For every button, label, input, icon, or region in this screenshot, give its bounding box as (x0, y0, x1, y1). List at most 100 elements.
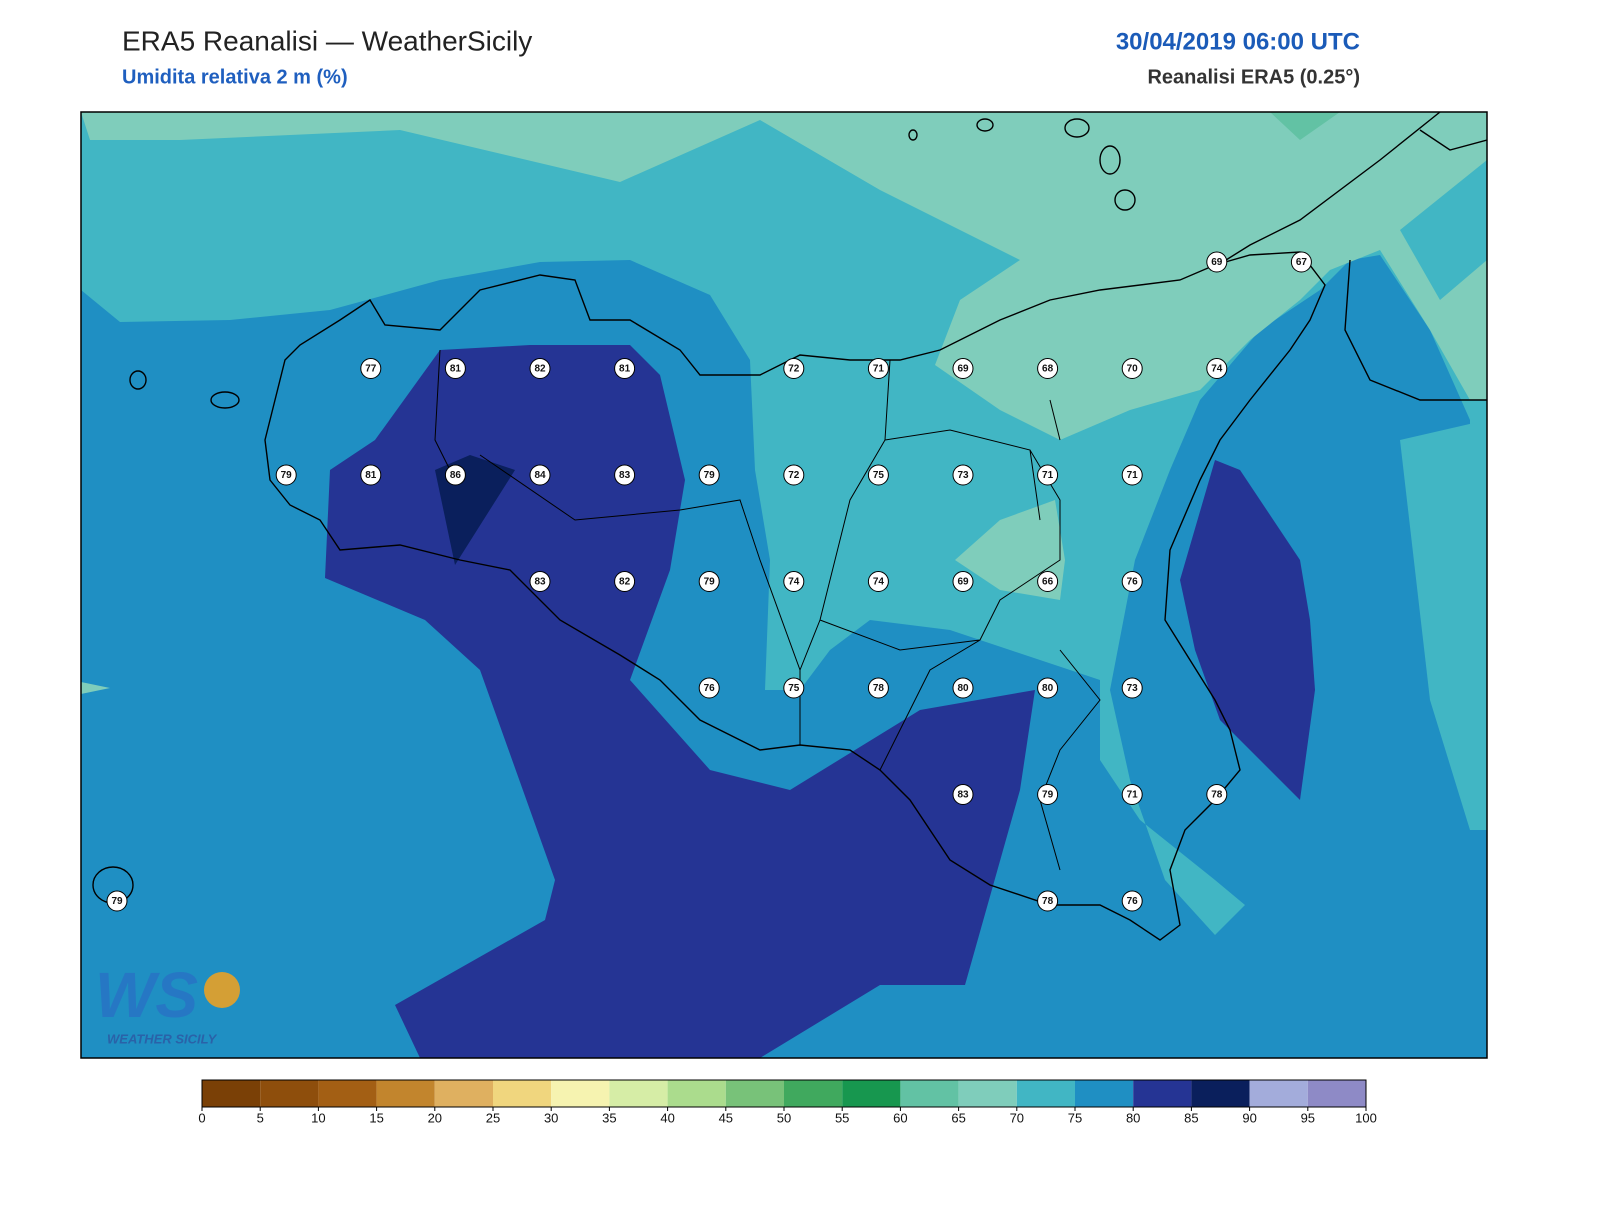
station-value: 84 (534, 470, 546, 481)
island (1099, 145, 1121, 175)
station-marker (614, 571, 636, 592)
contour-fill (1180, 460, 1315, 800)
colorbar-tick-label: 70 (1010, 1110, 1024, 1125)
station-marker (867, 358, 889, 379)
colorbar-tick-label: 10 (311, 1110, 325, 1125)
station-marker (1290, 251, 1312, 273)
station-marker (614, 358, 636, 379)
colorbar-swatch (725, 1080, 784, 1107)
colorbar-swatch (434, 1080, 493, 1107)
station-value: 67 (1296, 257, 1308, 268)
colorbar-swatch (1016, 1080, 1075, 1107)
island (129, 370, 147, 390)
colorbar-swatch (900, 1080, 959, 1107)
station-marker (952, 784, 974, 805)
station-value: 70 (1127, 364, 1139, 375)
island (1114, 189, 1136, 211)
station-marker (1037, 571, 1059, 592)
colorbar-tick-label: 5 (257, 1110, 264, 1125)
station-marker (952, 571, 974, 592)
station-marker (1121, 464, 1143, 486)
station-marker (614, 464, 636, 486)
colorbar-tick-label: 15 (369, 1110, 383, 1125)
colorbar-tick-label: 55 (835, 1110, 849, 1125)
station-value: 66 (1042, 577, 1054, 588)
station-marker (1037, 677, 1059, 699)
station-marker (529, 358, 551, 379)
station-marker (1121, 890, 1143, 912)
station-marker (1121, 784, 1143, 805)
station-marker (1037, 358, 1059, 379)
stations: 69 67 77 81 82 81 72 71 69 68 70 74 79 81 86 84 83 79 72 75… (106, 251, 1312, 912)
title: ERA5 Reanalisi — WeatherSicily (122, 25, 532, 56)
sicily-coast (264, 251, 1326, 941)
logo: WS WEATHER SICILY (95, 959, 240, 1046)
island (1064, 118, 1090, 138)
station-marker (867, 571, 889, 592)
station-marker (867, 677, 889, 699)
colorbar-tick-label: 60 (893, 1110, 907, 1125)
station-value: 69 (1211, 257, 1223, 268)
station-marker (529, 571, 551, 592)
station-value: 82 (619, 577, 631, 588)
station-marker (1037, 890, 1059, 912)
colorbar-swatch (202, 1080, 261, 1107)
colorbar-tick-label: 95 (1301, 1110, 1315, 1125)
station-value: 80 (957, 683, 969, 694)
station-value: 71 (873, 364, 885, 375)
station-value: 83 (957, 790, 969, 801)
colorbar-tick-label: 25 (486, 1110, 500, 1125)
station-value: 76 (1127, 577, 1139, 588)
station-value: 78 (873, 683, 885, 694)
colorbar-tick-label: 100 (1355, 1110, 1377, 1125)
station-value: 69 (957, 364, 969, 375)
station-marker (1206, 251, 1228, 273)
station-value: 82 (534, 364, 546, 375)
station-value: 81 (365, 470, 377, 481)
station-value: 72 (788, 364, 800, 375)
station-value: 79 (281, 470, 293, 481)
station-value: 71 (1127, 790, 1139, 801)
island (976, 118, 994, 132)
station-marker (698, 677, 720, 699)
station-marker (529, 464, 551, 486)
station-marker (1037, 464, 1059, 486)
island (210, 391, 240, 409)
colorbar-swatch (842, 1080, 901, 1107)
colorbar-swatch (609, 1080, 668, 1107)
station-value: 74 (873, 577, 885, 588)
station-marker (698, 571, 720, 592)
station-marker (952, 464, 974, 486)
colorbar-swatch (493, 1080, 552, 1107)
colorbar-swatch (1307, 1080, 1366, 1107)
station-marker (783, 677, 805, 699)
station-value: 83 (534, 577, 546, 588)
colorbar-tick-label: 20 (428, 1110, 442, 1125)
station-marker (1206, 358, 1228, 379)
colorbar-swatch (1249, 1080, 1308, 1107)
station-value: 78 (1211, 790, 1223, 801)
colorbar-swatch (260, 1080, 319, 1107)
contour-fill (1400, 160, 1487, 300)
station-value: 76 (704, 683, 716, 694)
colorbar-tick-label: 30 (544, 1110, 558, 1125)
colorbar-tick-label: 40 (660, 1110, 674, 1125)
station-value: 81 (619, 364, 631, 375)
station-marker (1121, 358, 1143, 379)
colorbar-swatch (551, 1080, 610, 1107)
colorbar-tick-label: 80 (1126, 1110, 1140, 1125)
colorbar-tick-label: 85 (1184, 1110, 1198, 1125)
station-marker (444, 358, 466, 379)
colorbar-swatch (1075, 1080, 1134, 1107)
station-value: 73 (957, 470, 969, 481)
subtitle: Umidita relativa 2 m (%) (122, 66, 348, 88)
station-marker (783, 571, 805, 592)
station-value: 71 (1127, 470, 1139, 481)
colorbar-tick-label: 65 (951, 1110, 965, 1125)
colorbar-swatch (1133, 1080, 1192, 1107)
logo-sun (204, 972, 240, 1008)
date: 30/04/2019 06:00 UTC (1116, 28, 1360, 55)
colorbar-tick-label: 0 (198, 1110, 205, 1125)
